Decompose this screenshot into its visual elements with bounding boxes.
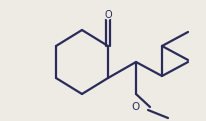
Circle shape — [104, 11, 112, 19]
Text: O: O — [104, 10, 112, 20]
Text: O: O — [132, 102, 140, 112]
